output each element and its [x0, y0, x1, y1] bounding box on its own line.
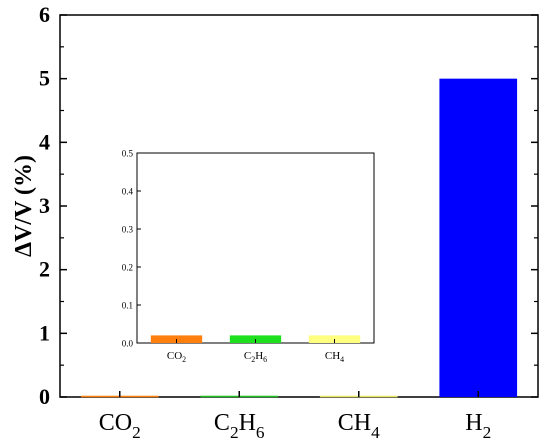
inset-x-tick-label: C2​H6​	[244, 350, 267, 364]
x-tick-label: CH4​	[338, 410, 380, 442]
x-tick-label-subscript: 2	[132, 423, 141, 442]
inset-x-tick-label: CH4​	[325, 350, 344, 364]
inset-x-tick-label-subscript: 2	[182, 355, 186, 364]
inset-y-tick-label: 0.2	[122, 263, 133, 273]
x-tick-label-base: CO	[99, 410, 132, 436]
y-tick-label: 2	[39, 257, 50, 282]
inset-x-tick-label-base: C	[244, 350, 251, 362]
inset-x-tick-label-subscript: 4	[340, 355, 344, 364]
x-tick-label-base: C	[214, 410, 230, 436]
inset-y-tick-label: 0.4	[122, 187, 134, 197]
x-tick-label-base: H	[239, 410, 256, 436]
inset-x-tick-label-subscript: 2	[251, 355, 255, 364]
inset-y-tick-label: 0.0	[122, 339, 134, 349]
inset-x-tick-label-base: CH	[325, 350, 340, 362]
y-tick-label: 1	[39, 320, 50, 345]
inset-y-tick-label: 0.3	[122, 225, 134, 235]
x-tick-label-base: H	[465, 410, 482, 436]
x-tick-label-base: CH	[338, 410, 371, 436]
x-tick-label: C2​H6​	[214, 410, 265, 442]
inset-x-tick-label-base: H	[255, 350, 263, 362]
inset-plot: 0.0 0.1 0.2 0.3 0.4 0.5 CO2​ C2​H6​ CH4​	[122, 149, 375, 364]
y-tick-label: 6	[39, 2, 50, 27]
inset-frame	[136, 152, 375, 344]
inset-x-tick-label-base: CO	[167, 350, 182, 362]
y-tick-label: 4	[39, 129, 50, 154]
x-tick-label: CO2​	[99, 410, 141, 442]
x-tick-label-subscript: 4	[371, 423, 380, 442]
x-tick-label-subscript: 2	[230, 423, 239, 442]
inset-y-tick-label: 0.1	[122, 301, 133, 311]
inset-x-tick-label: CO2​	[167, 350, 186, 364]
y-tick-label: 0	[39, 384, 50, 409]
x-tick-label: H2​	[465, 410, 491, 442]
x-tick-label-subscript: 2	[483, 423, 492, 442]
inset-x-tick-label-subscript: 6	[263, 355, 267, 364]
x-tick-label-subscript: 6	[256, 423, 265, 442]
inset-y-tick-label: 0.5	[122, 149, 134, 159]
y-tick-label: 5	[39, 66, 50, 91]
y-axis-title: ΔV/V (%)	[11, 155, 37, 257]
bar	[439, 78, 518, 398]
y-tick-label: 3	[39, 193, 50, 218]
main-plot: 0 1 2 3 4 5 6 CO2​ C2​H6​ CH4​ H2​ ΔV/V (%)	[11, 2, 539, 442]
